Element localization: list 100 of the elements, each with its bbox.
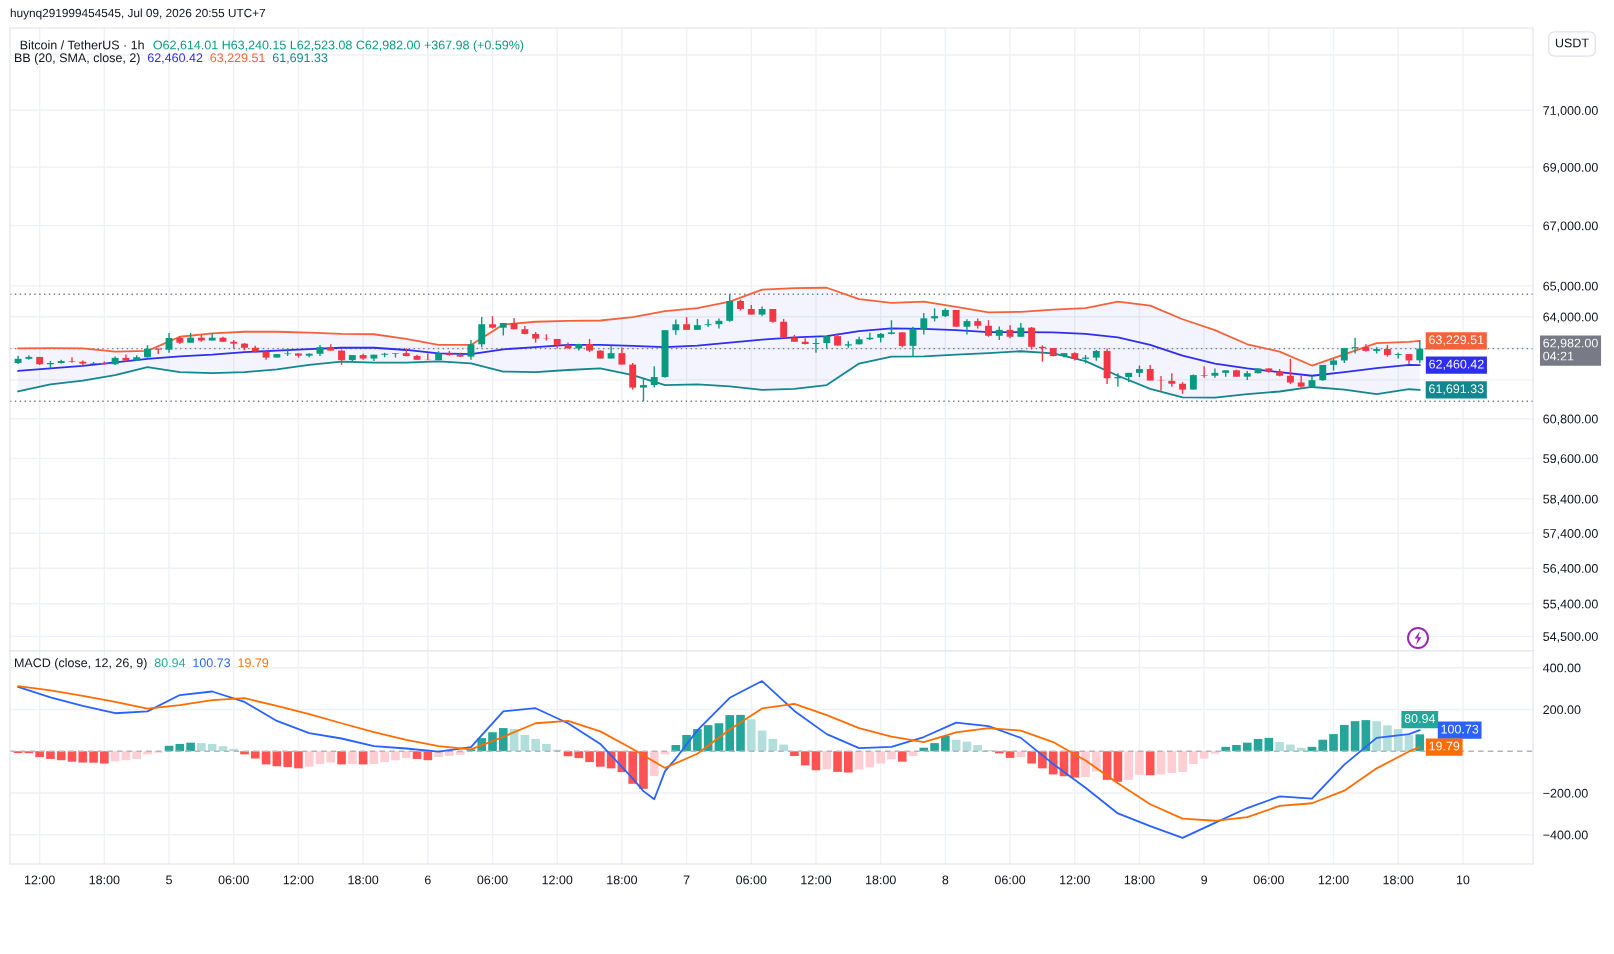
bar <box>1242 742 1252 752</box>
candlestick <box>920 312 928 336</box>
bar <box>1232 744 1241 752</box>
y-tick-label: 400.00 <box>1543 663 1581 673</box>
candlestick <box>780 318 788 339</box>
bar <box>876 751 885 764</box>
bar <box>250 751 260 759</box>
bar <box>671 744 681 752</box>
bar <box>46 751 55 759</box>
bar <box>1329 734 1338 752</box>
bar <box>596 751 605 767</box>
bar <box>746 719 756 752</box>
bar <box>498 728 508 752</box>
text: USDT <box>1555 38 1589 48</box>
y-tick-label: −200.00 <box>1543 788 1588 798</box>
data-label: 100.73 <box>1441 724 1479 734</box>
bar <box>757 730 767 752</box>
y-tick-label: 58,400.00 <box>1543 494 1598 506</box>
bar <box>488 732 497 752</box>
bar <box>56 751 66 761</box>
text: O62,614.01 H63,240.15 L62,523.08 C62,982.00 +367.98 (+0.59%) <box>153 40 524 52</box>
bar <box>1340 724 1349 752</box>
text: 62,460.42 <box>147 53 203 64</box>
text: 63,229.51 <box>210 53 265 64</box>
bar <box>973 744 983 752</box>
bar <box>930 743 939 752</box>
x-tick-label: 5 <box>166 875 172 885</box>
bar <box>78 751 88 763</box>
bar <box>1350 721 1360 752</box>
text: Bitcoin / TetherUS · 1h <box>20 40 144 50</box>
bar <box>1005 751 1015 758</box>
bar <box>1286 744 1295 752</box>
bar <box>822 751 832 770</box>
data-label: 63,229.51 <box>1429 335 1484 346</box>
bar <box>1221 746 1231 752</box>
x-tick-label: 18:00 <box>1124 875 1155 885</box>
y-tick-label: 64,000.00 <box>1543 312 1598 323</box>
bar <box>639 751 648 789</box>
bar <box>369 751 379 764</box>
candlestick <box>208 332 216 342</box>
bar <box>229 748 239 752</box>
bar <box>1275 742 1284 752</box>
bar <box>574 751 584 759</box>
bar <box>197 743 206 752</box>
data-label: 61,691.33 <box>1429 384 1484 395</box>
bar <box>585 751 594 763</box>
bar <box>844 751 853 773</box>
data-label: 62,460.42 <box>1429 359 1484 371</box>
bar <box>897 751 907 762</box>
y-tick-label: 60,800.00 <box>1543 414 1598 425</box>
y-tick-label: 59,600.00 <box>1543 454 1598 465</box>
bar <box>800 751 810 766</box>
y-tick-label: 56,400.00 <box>1543 563 1598 575</box>
bar <box>391 751 400 761</box>
x-tick-label: 06:00 <box>477 875 508 885</box>
bar <box>67 751 77 762</box>
bar <box>401 751 411 759</box>
y-tick-label: 55,400.00 <box>1543 599 1598 610</box>
bar <box>1415 734 1425 752</box>
x-tick-label: 06:00 <box>736 875 767 885</box>
y-tick-label: 67,000.00 <box>1543 221 1598 232</box>
x-tick-label: 12:00 <box>283 875 314 885</box>
bar <box>315 751 325 764</box>
bar <box>1372 721 1381 752</box>
candlestick <box>1351 336 1359 355</box>
x-tick-label: 18:00 <box>1383 875 1414 885</box>
bar <box>1167 751 1177 773</box>
y-tick-label: −400.00 <box>1543 830 1588 840</box>
candlestick <box>963 318 971 336</box>
bar <box>736 714 745 752</box>
bar <box>693 729 702 752</box>
candlestick <box>640 377 647 402</box>
x-tick-label: 06:00 <box>218 875 249 885</box>
x-tick-label: 12:00 <box>542 875 573 885</box>
y-tick-label: 69,000.00 <box>1543 162 1598 174</box>
x-tick-label: 18:00 <box>607 875 638 885</box>
bar <box>218 746 228 752</box>
bar <box>1253 738 1263 752</box>
legend-title: BB (20, SMA, close, 2) <box>15 53 140 65</box>
bar <box>1178 751 1187 772</box>
y-tick-label: 65,000.00 <box>1543 281 1598 293</box>
bar <box>531 738 540 752</box>
bar <box>725 715 735 752</box>
candlestick <box>1211 367 1219 379</box>
data-label: 80.94 <box>1404 714 1436 723</box>
bar <box>779 744 788 752</box>
candlestick <box>1286 358 1294 385</box>
y-tick-label: 57,400.00 <box>1543 529 1598 540</box>
text: huynq291999454545, Jul 09, 2026 20:55 UTC+7 <box>10 8 266 20</box>
bar <box>1189 751 1198 764</box>
x-tick-label: 9 <box>1201 875 1208 885</box>
bar <box>412 751 422 759</box>
bar <box>1113 751 1123 782</box>
line-series <box>17 350 1421 399</box>
bar <box>1383 725 1392 752</box>
text: 19.79 <box>238 658 269 668</box>
candlestick <box>1297 374 1305 390</box>
candlestick <box>165 332 173 354</box>
bar <box>1135 751 1144 775</box>
bar <box>1145 751 1155 776</box>
